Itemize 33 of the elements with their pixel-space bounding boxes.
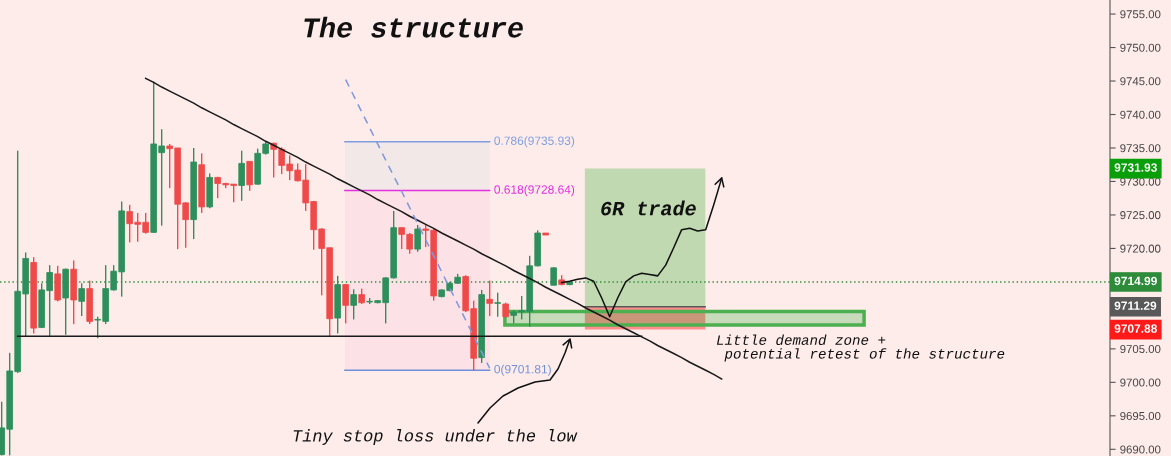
y-tick-label: 9735.00 xyxy=(1120,144,1161,153)
annotation: 6R trade xyxy=(601,200,696,216)
y-tick-label: 9705.00 xyxy=(1120,345,1161,354)
y-tick-label: 9725.00 xyxy=(1120,211,1161,220)
y-tick-label: 9730.00 xyxy=(1120,177,1161,186)
candlestick xyxy=(350,288,357,321)
y-tick-label: 9720.00 xyxy=(1120,244,1161,253)
y-tick-label: 9740.00 xyxy=(1120,110,1161,119)
candlestick xyxy=(494,291,501,318)
candlestick xyxy=(238,149,245,202)
candlestick xyxy=(550,266,557,286)
ref-line-label: 0(9701.81) xyxy=(494,364,551,376)
annotation: Tiny stop loss under the low xyxy=(293,429,578,445)
candlestick xyxy=(414,224,421,253)
ref-line-label: 9714.99 xyxy=(1114,276,1157,286)
y-tick-label: 9700.00 xyxy=(1120,378,1161,387)
y-tick-label: 9690.00 xyxy=(1120,445,1161,454)
text: 9731.93 xyxy=(1114,163,1157,172)
annotation: Little demand zone + potential retest of the structure xyxy=(716,334,1005,362)
ref-line-label: 0.618(9728.64) xyxy=(494,185,575,197)
y-tick-label: 9755.00 xyxy=(1120,10,1161,19)
text: 9707.88 xyxy=(1114,324,1157,333)
chart-title: The structure xyxy=(304,16,523,38)
candlestick xyxy=(342,283,349,325)
candlestick xyxy=(246,160,253,192)
candlestick xyxy=(78,282,85,317)
candlestick xyxy=(486,279,493,317)
y-tick-label: 9745.00 xyxy=(1120,77,1161,86)
ref-line-label: 0.786(9735.93) xyxy=(494,136,575,148)
text: 9711.29 xyxy=(1114,301,1157,310)
line-series xyxy=(344,78,491,370)
y-tick-label: 9695.00 xyxy=(1120,412,1161,421)
y-tick-label: 9750.00 xyxy=(1120,43,1161,52)
